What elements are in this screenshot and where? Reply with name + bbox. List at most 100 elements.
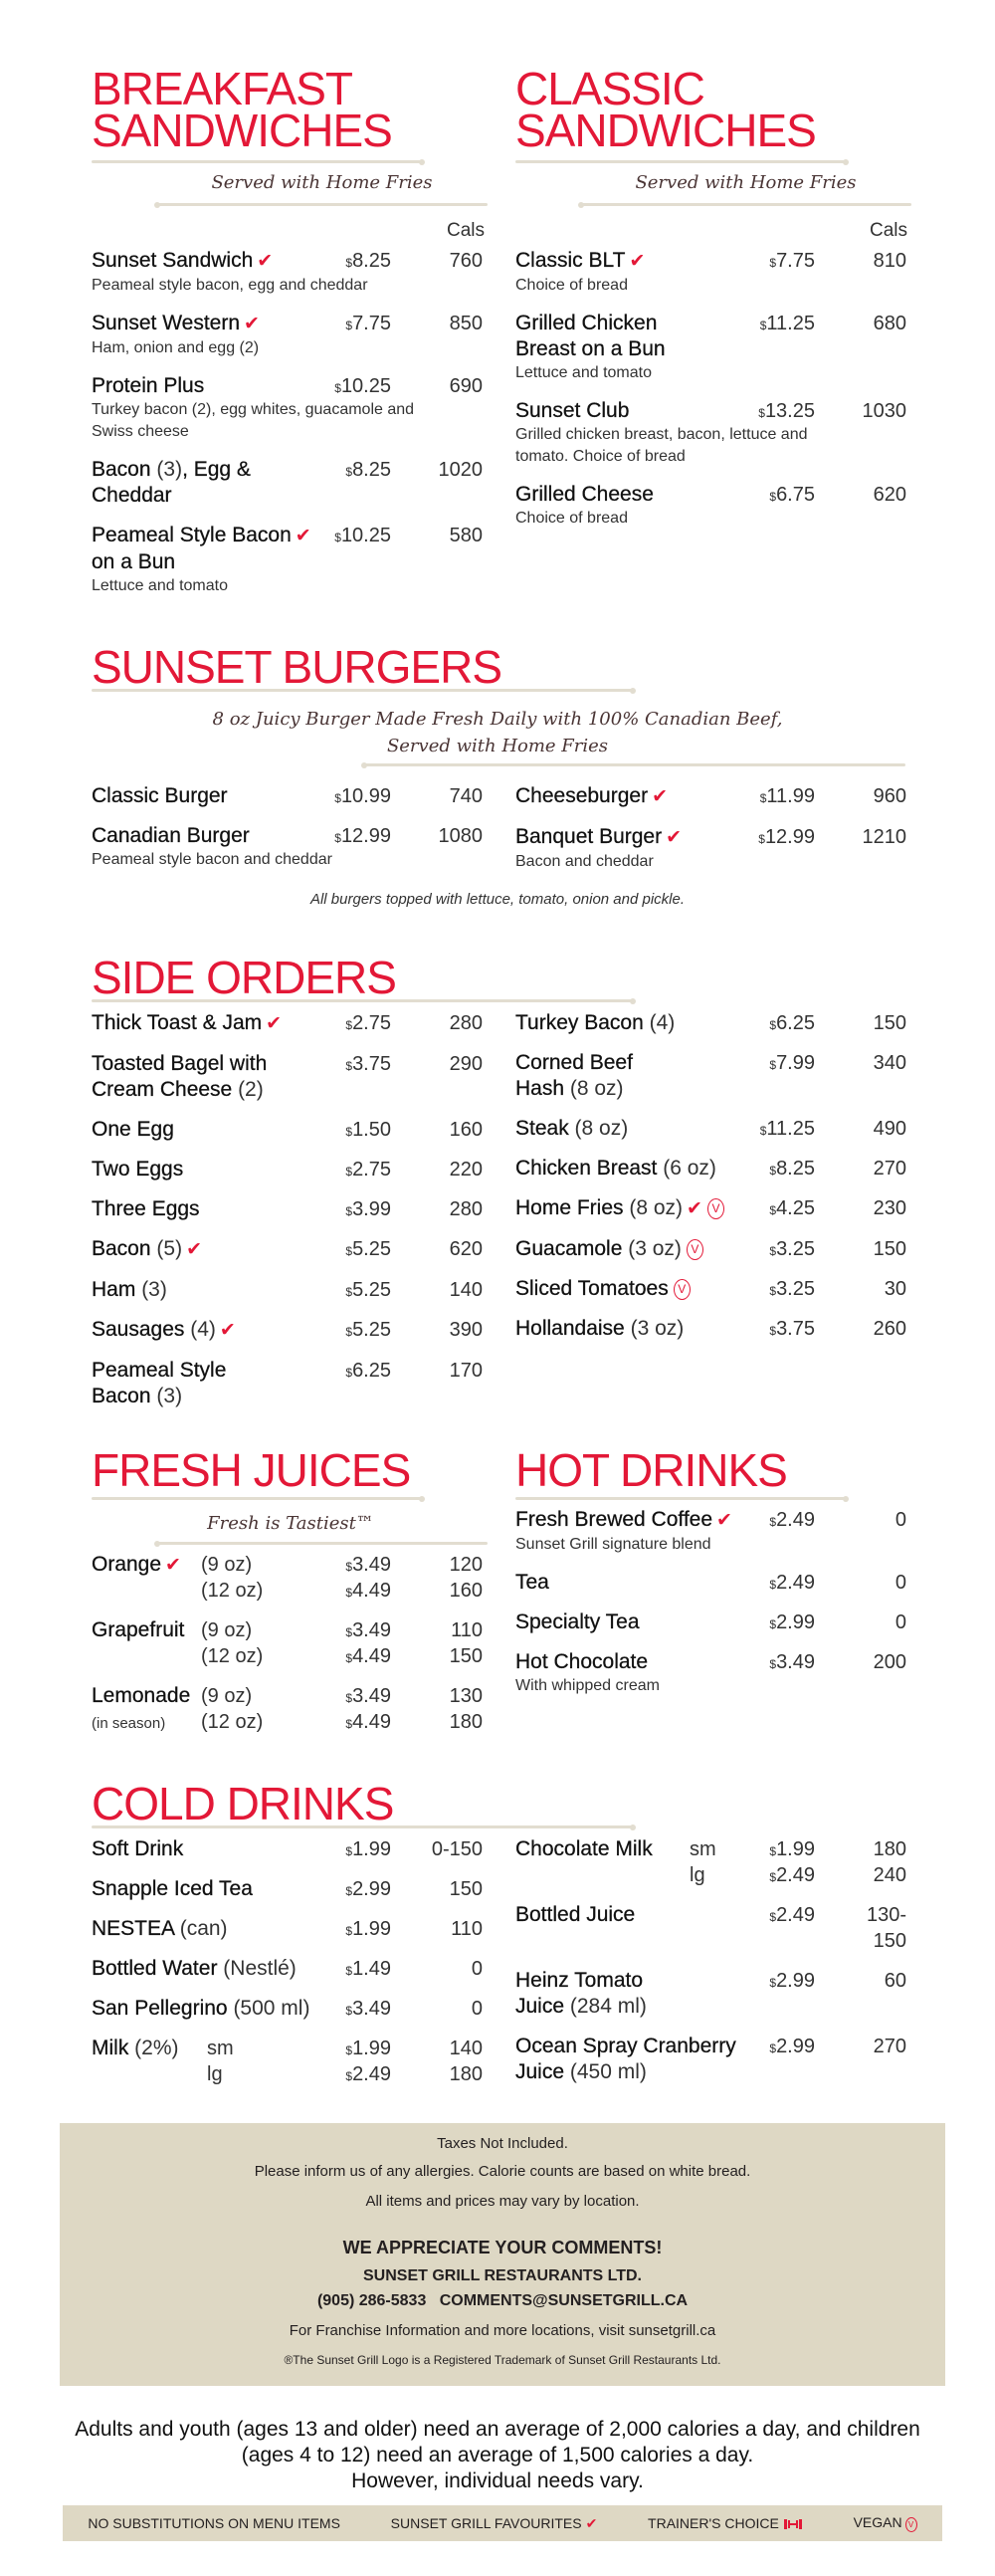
item-calories: 1020 — [438, 459, 484, 481]
price-column: $12.99 1210 — [515, 824, 908, 850]
item-name: Cheeseburger ✔ — [515, 784, 669, 807]
item-name: Peameal Style Bacon ✔ on a Bun — [92, 524, 311, 573]
item-price: $11.25 — [759, 1118, 815, 1140]
menu-item: Home Fries (8 oz) ✔ V $4.25 230 — [515, 1195, 908, 1222]
menu-item: San Pellegrino (500 ml) $3.49 0 — [92, 1996, 485, 2022]
item-calories: 180 — [449, 1711, 483, 1733]
price-line: $2.75 280 — [92, 1010, 485, 1036]
price-line: (9 oz) $3.49 120 — [92, 1552, 485, 1578]
item-name-note: (2%) — [134, 2037, 179, 2059]
item-price: $4.25 — [769, 1197, 815, 1219]
price-line: $8.25 760 — [92, 248, 485, 274]
menu-item: Orange ✔ (9 oz) $3.49 120 (12 oz) $4.49 160 — [92, 1552, 485, 1604]
item-name-note: (6 oz) — [663, 1157, 716, 1180]
item-name: Toasted Bagel with Cream Cheese (2) — [92, 1052, 268, 1101]
divider — [92, 1495, 425, 1502]
item-calories: 270 — [873, 1158, 906, 1180]
allergy-note: Please inform us of any allergies. Calor… — [254, 2163, 751, 2180]
item-calories: 850 — [449, 313, 483, 334]
price-column: $2.99 0 — [515, 1610, 908, 1635]
price-line: $3.75 290 — [92, 1051, 485, 1077]
menu-item: Corned Beef Hash (8 oz) $7.99 340 — [515, 1050, 908, 1102]
item-price: $3.75 — [345, 1053, 391, 1075]
price-line: $8.25 1020 — [92, 457, 485, 483]
item-name: Protein Plus — [92, 374, 205, 397]
item-calories: 960 — [873, 785, 906, 807]
price-line: $3.49 200 — [515, 1649, 908, 1675]
burgers-subtitle: 8 oz Juicy Burger Made Fresh Daily with … — [212, 709, 783, 756]
item-name: Ocean Spray Cranberry Juice (450 ml) — [515, 2035, 736, 2083]
divider — [92, 687, 636, 694]
item-price: $3.49 — [769, 1651, 815, 1673]
item-price: $11.25 — [759, 313, 815, 334]
price-line: $5.25 390 — [92, 1317, 485, 1343]
check-icon: ✔ — [257, 251, 274, 272]
price-line: $2.49 130- 150 — [515, 1902, 908, 1954]
price-column: $2.49 0 — [515, 1570, 908, 1596]
menu-item: Peameal Style Bacon ✔ on a Bun Lettuce and… — [92, 523, 485, 597]
item-calories: 0 — [895, 1572, 906, 1594]
item-price: $8.25 — [345, 250, 391, 272]
item-calories: 620 — [449, 1238, 483, 1260]
divider — [515, 1495, 849, 1502]
price-line: $10.25 580 — [92, 523, 485, 548]
cold-title: COLD DRINKS — [92, 1778, 394, 1829]
legend-favourites: SUNSET GRILL FAVOURITES ✔ — [391, 2515, 598, 2532]
classic-list: Classic BLT ✔ Choice of bread $7.75 810 Grill… — [515, 248, 908, 543]
item-name: Grilled Cheese — [515, 483, 654, 506]
item-price: $10.25 — [334, 525, 391, 546]
price-line: $2.99 60 — [515, 1968, 908, 1994]
item-calories: 30 — [884, 1278, 906, 1300]
menu-item: Banquet Burger ✔ Bacon and cheddar $12.99 12… — [515, 824, 908, 873]
burgers-list-right: Cheeseburger ✔ $11.99 960 Banquet Burger ✔ Bac… — [515, 783, 908, 887]
item-name: San Pellegrino (500 ml) — [92, 1997, 310, 2020]
item-calories: 0 — [471, 1958, 483, 1980]
item-description: Bacon and cheddar — [515, 853, 654, 870]
divider — [154, 1540, 488, 1547]
item-name: Three Eggs — [92, 1197, 200, 1220]
menu-item: Ham (3) $5.25 140 — [92, 1277, 485, 1303]
price-column: $3.25 150 — [515, 1236, 908, 1262]
item-calories: 0-150 — [431, 1838, 483, 1860]
item-name: Ham (3) — [92, 1278, 167, 1301]
vegan-v-icon: V — [673, 1279, 691, 1300]
item-price: $7.99 — [769, 1052, 815, 1074]
price-line: sm $1.99 180 — [515, 1836, 908, 1862]
item-name: Sunset Western ✔ — [92, 312, 260, 334]
juices-list: Orange ✔ (9 oz) $3.49 120 (12 oz) $4.49 160 Grap… — [92, 1552, 485, 1751]
item-calories: 170 — [449, 1360, 483, 1382]
price-column: $6.25 150 — [515, 1010, 908, 1036]
item-name: Soft Drink — [92, 1837, 184, 1860]
check-icon: ✔ — [666, 827, 683, 848]
item-price: $11.99 — [759, 785, 815, 807]
item-calories: 140 — [449, 1279, 483, 1301]
menu-item: NESTEA (can) $1.99 110 — [92, 1916, 485, 1942]
price-column: $11.99 960 — [515, 783, 908, 809]
item-name: Grilled Chicken Breast on a Bun — [515, 312, 666, 360]
price-line: (9 oz) $3.49 130 — [92, 1683, 485, 1709]
menu-item: Bacon (3), Egg & Cheddar $8.25 1020 — [92, 457, 485, 509]
contact-info[interactable]: (905) 286-5833 COMMENTS@SUNSETGRILL.CA — [316, 2292, 689, 2309]
item-calories: 340 — [873, 1052, 906, 1074]
item-price: $1.99 — [769, 1838, 815, 1860]
price-line: $10.99 740 — [92, 783, 485, 809]
divider — [578, 201, 911, 208]
item-description: Choice of bread — [515, 277, 628, 294]
vegan-v-icon: V — [686, 1239, 703, 1260]
price-line: $6.25 150 — [515, 1010, 908, 1036]
item-calories: 160 — [449, 1580, 483, 1602]
price-line: $3.25 150 — [515, 1236, 908, 1262]
menu-item: Heinz Tomato Juice (284 ml) $2.99 60 — [515, 1968, 908, 2020]
juices-subtitle: Fresh is Tastiest™ — [207, 1513, 374, 1534]
sides-title: SIDE ORDERS — [92, 952, 397, 1003]
check-icon: ✔ — [652, 786, 669, 807]
item-name-note: (8 oz) — [569, 1077, 624, 1100]
item-price: $3.25 — [769, 1238, 815, 1260]
cold-list-right: Chocolate Milk sm $1.99 180 lg $2.49 240 Bottle… — [515, 1836, 908, 2099]
menu-item: Three Eggs $3.99 280 — [92, 1196, 485, 1222]
item-size: (9 oz) — [201, 1685, 253, 1707]
price-line: $1.99 110 — [92, 1916, 485, 1942]
check-icon: ✔ — [295, 526, 311, 546]
burgers-title: SUNSET BURGERS — [92, 641, 502, 693]
cold-list-left: Soft Drink $1.99 0-150 Snapple Iced Tea $2.9… — [92, 1836, 485, 2101]
